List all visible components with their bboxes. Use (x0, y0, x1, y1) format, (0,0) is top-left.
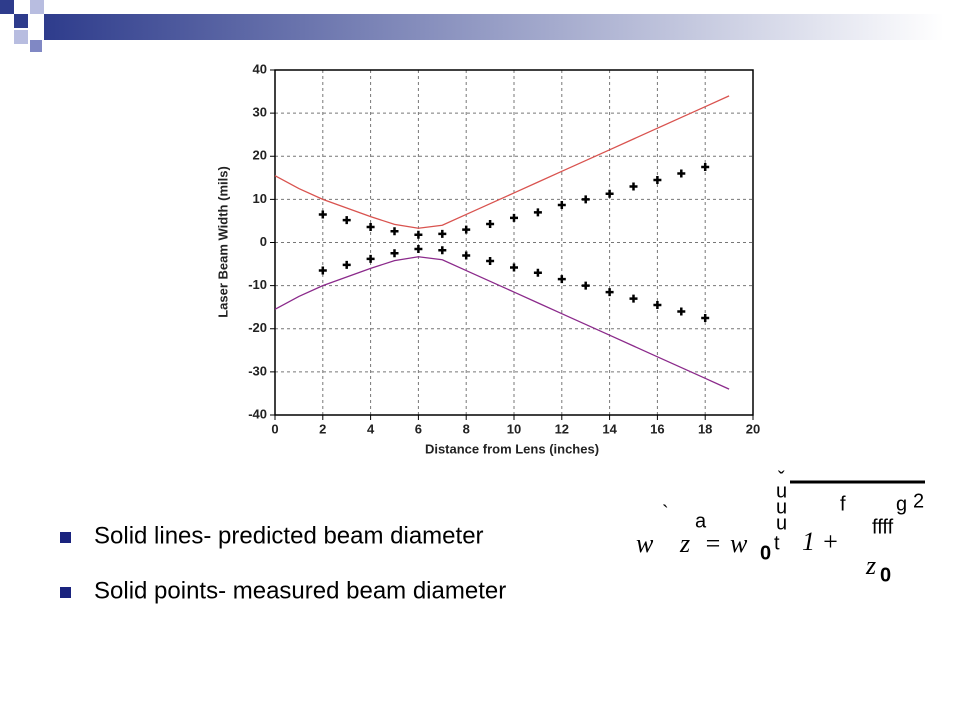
formula-text: = (704, 529, 722, 558)
data-point (605, 288, 614, 297)
data-point (510, 263, 518, 272)
formula-text: ` (662, 502, 669, 524)
data-point (677, 169, 686, 178)
header-decoration (0, 0, 944, 52)
y-tick-label: -30 (248, 363, 267, 378)
formula-text: w (636, 529, 654, 558)
data-point (390, 249, 399, 258)
formula-text: a (695, 510, 707, 532)
data-point (581, 281, 590, 290)
x-tick-label: 0 (271, 421, 278, 436)
x-tick-label: 2 (319, 421, 326, 436)
bullets: Solid lines- predicted beam diameter Sol… (60, 522, 506, 604)
data-point (366, 222, 375, 231)
formula-text: ffff (872, 516, 894, 538)
formula-text: g (896, 493, 907, 515)
data-point (581, 195, 590, 204)
data-point (438, 229, 447, 238)
x-tick-label: 14 (602, 421, 617, 436)
data-point (486, 219, 495, 228)
formula-text: u (776, 480, 787, 502)
y-tick-label: 10 (253, 191, 267, 206)
formula-text: f (840, 493, 846, 515)
y-tick-label: 40 (253, 61, 267, 76)
data-point (414, 230, 423, 239)
data-point (533, 268, 542, 277)
y-tick-label: -20 (248, 320, 267, 335)
x-tick-label: 6 (415, 421, 422, 436)
data-point (414, 244, 423, 253)
x-tick-label: 4 (367, 421, 375, 436)
formula-text: 0 (760, 542, 771, 564)
data-point (677, 307, 686, 316)
data-point (462, 225, 471, 234)
data-point (318, 266, 327, 275)
data-point (342, 216, 351, 225)
x-tick-label: 16 (650, 421, 664, 436)
bullet-text: Solid points- measured beam diameter (94, 577, 506, 604)
data-point (533, 208, 542, 217)
data-point (462, 251, 471, 260)
data-point (629, 294, 638, 303)
x-axis-label: Distance from Lens (inches) (425, 441, 599, 456)
x-tick-label: 20 (746, 421, 760, 436)
line-series (274, 256, 730, 390)
data-point (557, 275, 566, 284)
data-point (557, 200, 566, 209)
data-point (701, 163, 710, 172)
formula-text: 1 + (802, 527, 839, 556)
data-point (342, 260, 351, 269)
y-tick-label: -40 (248, 406, 267, 421)
data-point (629, 182, 638, 191)
formula-text: u (776, 512, 787, 534)
data-point (653, 301, 662, 310)
y-tick-label: -10 (248, 277, 267, 292)
data-point (486, 257, 495, 266)
data-point (701, 313, 710, 322)
formula-text: t (774, 532, 780, 554)
formula-text: z (679, 529, 690, 558)
x-tick-label: 12 (555, 421, 569, 436)
data-point (510, 213, 518, 222)
data-point (438, 246, 447, 255)
data-point (605, 189, 614, 198)
line-series (274, 95, 730, 229)
formula-text: w (730, 529, 748, 558)
data-point (390, 227, 399, 236)
x-tick-label: 8 (463, 421, 470, 436)
plot-frame (274, 69, 754, 416)
data-point (318, 210, 327, 219)
formula: ˇ u u u ` a f g 2 ffff w z = w 0 t 1 + z… (636, 468, 925, 586)
y-axis-label: Laser Beam Width (mils) (215, 166, 230, 318)
data-point (653, 175, 662, 184)
y-tick-label: 20 (253, 148, 267, 163)
formula-text: ˇ (778, 468, 785, 490)
formula-text: 2 (913, 490, 924, 512)
formula-text: z (865, 551, 876, 580)
formula-text: 0 (880, 564, 891, 586)
y-tick-label: 0 (260, 234, 267, 249)
formula-text: u (776, 496, 787, 518)
y-tick-label: 30 (253, 105, 267, 120)
x-tick-label: 18 (698, 421, 712, 436)
data-point (366, 254, 375, 263)
bullet-text: Solid lines- predicted beam diameter (94, 522, 484, 549)
x-tick-label: 10 (507, 421, 521, 436)
